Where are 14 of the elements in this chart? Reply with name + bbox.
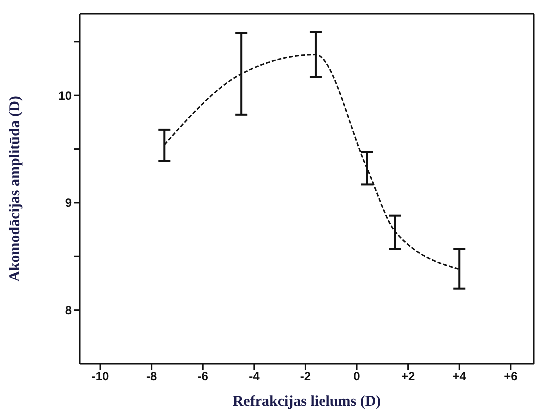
x-tick-label: +2 bbox=[401, 370, 416, 384]
y-axis-title: Akomodācijas amplitūda (D) bbox=[7, 96, 24, 282]
x-tick-label: +4 bbox=[452, 370, 467, 384]
x-tick-label: -8 bbox=[146, 370, 158, 384]
y-tick-label: 10 bbox=[58, 88, 72, 103]
x-tick-label: -2 bbox=[300, 370, 312, 384]
y-tick-label: 9 bbox=[65, 196, 72, 210]
y-tick-label: 8 bbox=[65, 304, 72, 318]
x-tick-label: -4 bbox=[249, 370, 260, 384]
x-tick-label: -10 bbox=[92, 370, 110, 384]
x-tick-label: +6 bbox=[504, 370, 518, 384]
x-tick-label: -6 bbox=[198, 370, 209, 384]
x-axis-title: Refrakcijas lielums (D) bbox=[232, 394, 382, 410]
x-tick-label: 0 bbox=[354, 370, 361, 384]
